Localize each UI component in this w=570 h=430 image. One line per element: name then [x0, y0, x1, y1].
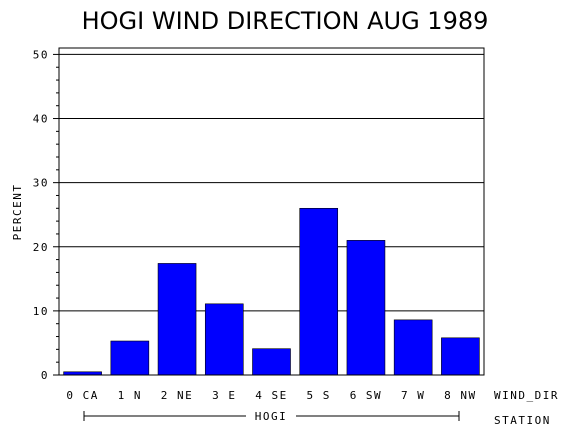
x-tick-label: 5 S [307, 389, 331, 402]
x-tick-label: 8 NW [444, 389, 477, 402]
x-tick-label: 4 SE [255, 389, 288, 402]
bar [346, 240, 386, 376]
y-tick-label: 50 [33, 48, 49, 61]
y-axis-label: PERCENT [11, 184, 24, 241]
y-ticks: 0 10 20 30 40 50 [33, 48, 59, 382]
y-tick-label: 30 [33, 177, 49, 190]
x-tick-labels: 0 CA 1 N 2 NE 3 E 4 SE 5 S 6 SW 7 W 8 NW [66, 389, 477, 402]
group-label: HOGI [255, 410, 288, 423]
x-axis-label: WIND_DIR [494, 389, 559, 402]
group-label-background [246, 409, 296, 423]
bar [441, 337, 480, 376]
bar [252, 348, 291, 376]
bar [157, 263, 197, 376]
bar [110, 340, 150, 376]
chart-title: HOGI WIND DIRECTION AUG 1989 [82, 7, 489, 35]
x-tick-label: 0 CA [66, 389, 99, 402]
x-tick-label: 3 E [212, 389, 236, 402]
bar [204, 303, 244, 376]
bars [63, 207, 480, 376]
group-axis-label: STATION [494, 414, 551, 427]
bar [299, 207, 339, 376]
x-tick-label: 2 NE [161, 389, 194, 402]
grid-lines [59, 53, 484, 312]
y-tick-label: 0 [41, 369, 49, 382]
plot-frame [58, 47, 485, 376]
x-tick-label: 1 N [118, 389, 142, 402]
y-tick-label: 40 [33, 113, 49, 126]
x-tick-label: 6 SW [350, 389, 383, 402]
x-tick-label: 7 W [401, 389, 425, 402]
y-tick-label: 20 [33, 241, 49, 254]
y-tick-label: 10 [33, 305, 49, 318]
bar [393, 319, 433, 376]
